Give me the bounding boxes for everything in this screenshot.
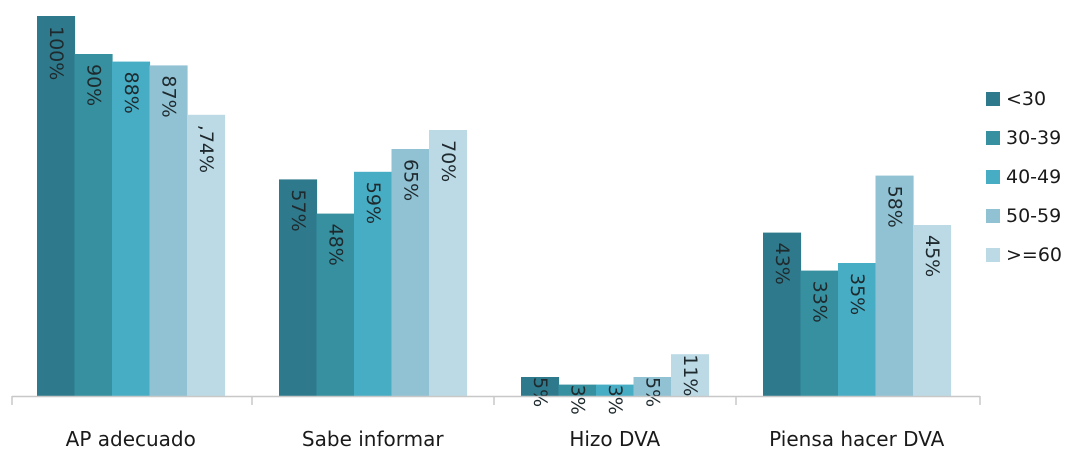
- bar-0-0: [37, 16, 76, 396]
- legend-label: <30: [1006, 88, 1046, 110]
- bar-2-2: [596, 384, 635, 396]
- bar-value-label: 57%: [287, 189, 309, 231]
- legend-swatch: [986, 248, 1000, 262]
- bar-3-4: [913, 225, 952, 396]
- bar-0-1: [74, 54, 113, 396]
- bar-value-label: 45%: [921, 235, 943, 277]
- legend-label: 40-49: [1006, 166, 1061, 188]
- legend-swatch: [986, 131, 1000, 145]
- bar-value-label: 100%: [45, 26, 67, 80]
- bar-1-4: [429, 130, 468, 396]
- category-label: AP adecuado: [66, 427, 196, 451]
- bar-value-label: 70%: [437, 140, 459, 182]
- bar-2-4: [671, 354, 710, 396]
- bar-0-2: [112, 61, 151, 396]
- category-label: Hizo DVA: [569, 427, 660, 451]
- category-labels-layer: AP adecuado Sabe informar Hizo DVA Piensa h…: [66, 427, 945, 451]
- bar-1-0: [279, 179, 318, 396]
- bars-layer: [37, 16, 952, 397]
- bar-1-2: [354, 171, 393, 396]
- bar-value-label: 3%: [604, 385, 626, 415]
- bar-value-label: 65%: [399, 159, 421, 201]
- legend-label: 30-39: [1006, 127, 1061, 149]
- bar-value-label: 59%: [362, 182, 384, 224]
- bar-value-label: ,74%: [195, 125, 217, 173]
- bar-1-3: [391, 149, 430, 396]
- bar-value-label: 90%: [82, 64, 104, 106]
- legend-label: 50-59: [1006, 205, 1061, 227]
- bar-value-label: 3%: [566, 385, 588, 415]
- bar-value-label: 43%: [771, 243, 793, 285]
- bar-0-4: [187, 114, 226, 397]
- bar-3-1: [800, 270, 839, 396]
- bar-3-0: [763, 232, 802, 396]
- bar-value-label: 5%: [529, 377, 551, 407]
- bar-1-1: [316, 213, 355, 396]
- category-label: Piensa hacer DVA: [769, 427, 944, 451]
- x-axis: [11, 395, 981, 405]
- bar-0-3: [149, 65, 188, 397]
- legend-swatch: [986, 92, 1000, 106]
- bar-2-0: [521, 377, 560, 396]
- bar-value-label: 11%: [679, 354, 701, 396]
- category-label: Sabe informar: [302, 427, 444, 451]
- bar-value-label: 58%: [883, 186, 905, 228]
- bar-3-2: [838, 263, 877, 396]
- bar-3-3: [875, 175, 914, 396]
- bar-value-label: 35%: [846, 273, 868, 315]
- bar-value-label: 48%: [324, 224, 346, 266]
- legend-label: >=60: [1006, 244, 1062, 266]
- bar-value-label: 5%: [641, 377, 663, 407]
- bar-value-label: 88%: [120, 72, 142, 114]
- legend-swatch: [986, 170, 1000, 184]
- legend: <30 30-39 40-49 50-59 >=60: [986, 88, 1062, 266]
- bar-labels-layer: 100% 90% 88% 87% ,74% 57% 48% 59% 65% 70% 5% 3% 3% 5%…: [45, 26, 943, 415]
- bar-value-label: 33%: [808, 281, 830, 323]
- bar-value-label: 87%: [157, 75, 179, 117]
- bar-2-1: [558, 384, 597, 396]
- legend-swatch: [986, 209, 1000, 223]
- bar-2-3: [633, 377, 672, 396]
